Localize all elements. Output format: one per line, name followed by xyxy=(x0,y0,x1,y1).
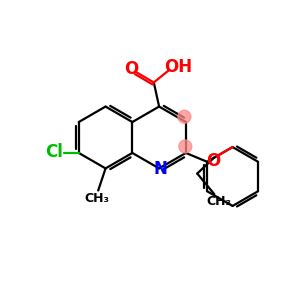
Text: OH: OH xyxy=(164,58,192,76)
Text: O: O xyxy=(206,152,220,170)
Circle shape xyxy=(179,140,192,153)
Text: CH₃: CH₃ xyxy=(84,192,109,205)
Circle shape xyxy=(178,110,191,123)
Text: CH₃: CH₃ xyxy=(206,195,231,208)
Text: N: N xyxy=(153,160,167,178)
Text: O: O xyxy=(124,60,138,78)
Text: Cl: Cl xyxy=(45,143,63,161)
